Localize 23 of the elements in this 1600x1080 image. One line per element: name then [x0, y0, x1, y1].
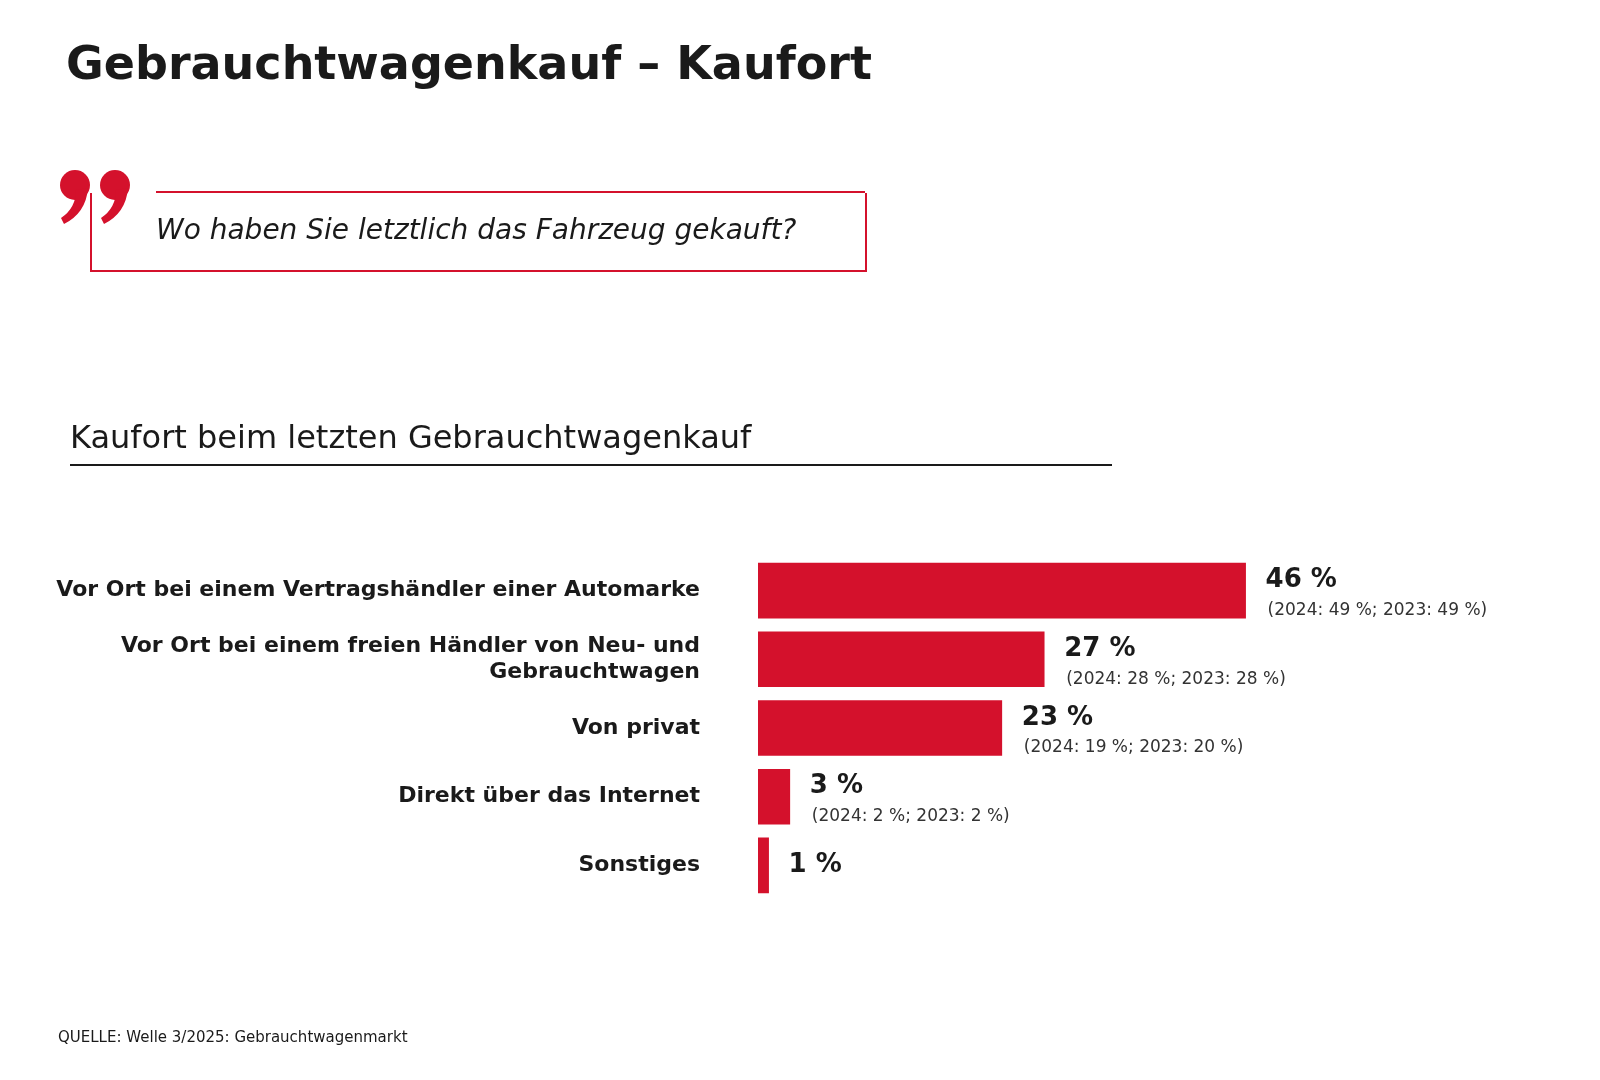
- bar: [758, 768, 791, 825]
- data-label: 23 %: [1021, 700, 1094, 731]
- bar: [758, 562, 1246, 619]
- y-tick-label: Von privat: [571, 713, 701, 739]
- y-tick-label: Vor Ort bei einem freien Händler von Neu- und Gebrauchtwagen: [120, 631, 700, 684]
- annotation: (2024: 2 %; 2023: 2 %): [811, 805, 1010, 826]
- data-label: 27 %: [1064, 632, 1136, 663]
- chart-title: Gebrauchtwagenkauf – Kaufort: [66, 36, 872, 90]
- y-tick-label: Sonstiges: [578, 851, 700, 877]
- y-tick-label: Vor Ort bei einem Vertragshändler einer Automarke: [56, 576, 700, 602]
- data-label: 46 %: [1265, 563, 1337, 594]
- y-tick-label: Direkt über das Internet: [398, 782, 701, 808]
- bar: [758, 700, 1003, 756]
- annotation: (2024: 49 %; 2023: 49 %): [1267, 598, 1488, 619]
- text: Wo haben Sie letztlich das Fahrzeug gekauft?: [156, 213, 797, 246]
- source-note: QUELLE: Welle 3/2025: Gebrauchtwagenmarkt: [58, 1028, 408, 1046]
- annotation: (2024: 28 %; 2023: 28 %): [1066, 667, 1286, 688]
- annotation: (2024: 19 %; 2023: 20 %): [1023, 736, 1244, 757]
- bar: [758, 631, 1045, 688]
- bar: [758, 837, 769, 894]
- text: Kaufort beim letzten Gebrauchtwagenkauf: [70, 418, 1112, 466]
- data-label: 3 %: [809, 769, 863, 800]
- data-label: 1 %: [788, 848, 842, 879]
